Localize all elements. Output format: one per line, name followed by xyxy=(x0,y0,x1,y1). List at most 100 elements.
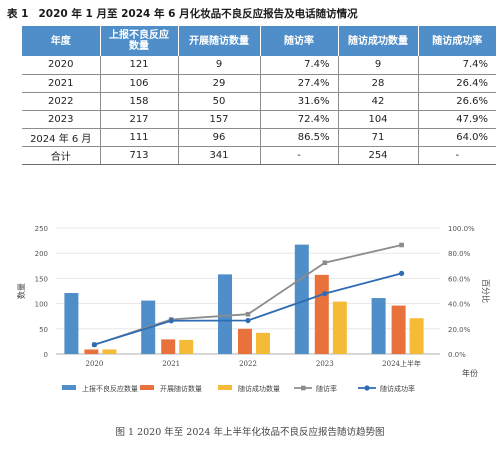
table-title: 表 1 2020 年 1 月至 2024 年 6 月化妆品不良反应报告及电话随访情… xyxy=(7,6,358,21)
table-row: 2022 158 50 31.6% 42 26.6% xyxy=(22,92,496,111)
bar-success xyxy=(256,332,270,354)
table-header-row: 年度 上报不良反应 数量 开展随访数量 随访率 随访成功数量 随访成功率 xyxy=(22,26,496,56)
cell-followups: 29 xyxy=(178,74,261,93)
bar-success xyxy=(332,301,347,354)
cell-year: 2023 xyxy=(22,110,101,129)
bar-followups xyxy=(161,339,176,354)
cell-year: 2020 xyxy=(22,56,101,75)
x-tick-label: 2024上半年 xyxy=(382,359,421,368)
cell-followups: 341 xyxy=(178,146,261,165)
cell-followups: 96 xyxy=(178,128,261,147)
cell-success-rate: 7.4% xyxy=(418,56,496,75)
cell-year: 2024 年 6 月 xyxy=(22,128,101,147)
x-tick-label: 2020 xyxy=(85,360,103,368)
table-row: 2020 121 9 7.4% 9 7.4% xyxy=(22,56,496,75)
cell-success: 71 xyxy=(338,128,419,147)
cell-success-rate: 26.6% xyxy=(418,92,496,111)
cell-year: 2022 xyxy=(22,92,101,111)
cell-success: 104 xyxy=(338,110,419,129)
report-table: 年度 上报不良反应 数量 开展随访数量 随访率 随访成功数量 随访成功率 2020… xyxy=(22,26,496,165)
cell-followup-rate: 7.4% xyxy=(260,56,339,75)
legend-swatch xyxy=(140,385,154,390)
y2-tick-label: 0.0% xyxy=(448,351,466,359)
point-success-rate xyxy=(245,317,251,324)
legend-label: 随访率 xyxy=(316,384,337,393)
cell-reports: 158 xyxy=(100,92,179,111)
y2-axis-title: 百分比 xyxy=(481,279,491,303)
legend-swatch xyxy=(218,385,232,390)
cell-followups: 9 xyxy=(178,56,261,75)
y2-tick-label: 100.0% xyxy=(448,225,475,233)
x-tick-label: 2023 xyxy=(316,360,334,368)
cell-success-rate: 64.0% xyxy=(418,128,496,147)
cell-success-rate: 47.9% xyxy=(418,110,496,129)
y-tick-label: 150 xyxy=(35,275,48,283)
y-tick-label: 200 xyxy=(35,250,48,258)
cell-success: 254 xyxy=(338,146,419,165)
y-tick-label: 250 xyxy=(35,225,48,233)
cell-success-rate: - xyxy=(418,146,496,165)
y-tick-label: 50 xyxy=(39,326,48,334)
cell-followup-rate: 72.4% xyxy=(260,110,339,129)
legend-marker xyxy=(301,385,306,391)
table-row: 2024 年 6 月 111 96 86.5% 71 64.0% xyxy=(22,128,496,147)
legend-label: 随访成功数量 xyxy=(238,384,280,393)
legend-label: 开展随访数量 xyxy=(160,384,202,393)
y2-tick-label: 60.0% xyxy=(448,275,471,283)
cell-reports: 713 xyxy=(100,146,179,165)
bar-reports xyxy=(294,244,309,354)
point-success-rate xyxy=(91,342,97,348)
legend-label: 上报不良反应数量 xyxy=(82,384,138,393)
y-tick-label: 0 xyxy=(44,351,48,359)
header-success-rate: 随访成功率 xyxy=(418,26,496,56)
table-total-row: 合计 713 341 - 254 - xyxy=(22,146,496,165)
y-tick-label: 100 xyxy=(35,301,48,309)
point-success-rate xyxy=(168,318,174,324)
cell-reports: 121 xyxy=(100,56,179,75)
header-reports: 上报不良反应 数量 xyxy=(100,26,179,56)
x-tick-label: 2022 xyxy=(239,360,257,368)
table-title-text: 2020 年 1 月至 2024 年 6 月化妆品不良反应报告及电话随访情况 xyxy=(38,8,358,20)
cell-success: 28 xyxy=(338,74,419,93)
point-followup-rate xyxy=(399,242,404,248)
figure-caption: 图 1 2020 年至 2024 年上半年化妆品不良反应报告随访趋势图 xyxy=(115,427,385,438)
header-followup-rate: 随访率 xyxy=(260,26,339,56)
cell-success: 42 xyxy=(338,92,419,111)
point-success-rate xyxy=(399,270,405,276)
y2-tick-label: 20.0% xyxy=(448,326,471,334)
point-followup-rate xyxy=(322,260,328,266)
legend-swatch xyxy=(62,385,76,390)
bar-success xyxy=(409,318,424,354)
bar-success xyxy=(179,339,194,354)
bar-reports xyxy=(371,298,386,354)
bar-followups xyxy=(238,328,252,354)
cell-followup-rate: 31.6% xyxy=(260,92,339,111)
bar-followups xyxy=(314,274,329,354)
followup-trend-chart: 0 50 100 150 200 250 0.0% 20.0% 40.0% 60.0% 80.0% 1… xyxy=(16,225,491,393)
y2-tick-label: 40.0% xyxy=(448,301,471,309)
cell-followup-rate: - xyxy=(260,146,339,165)
x-axis-title: 年份 xyxy=(462,368,478,378)
bar-followups xyxy=(84,349,99,354)
bar-success xyxy=(102,349,117,354)
y2-tick-label: 80.0% xyxy=(448,250,471,258)
header-year: 年度 xyxy=(22,26,101,56)
header-followups: 开展随访数量 xyxy=(178,26,261,56)
y-axis-title: 数量 xyxy=(16,283,26,299)
cell-followups: 50 xyxy=(178,92,261,111)
cell-reports: 217 xyxy=(100,110,179,129)
legend-label: 随访成功率 xyxy=(380,384,415,393)
point-success-rate xyxy=(322,291,328,297)
table-row: 2021 106 29 27.4% 28 26.4% xyxy=(22,74,496,93)
table-label: 表 1 xyxy=(7,8,29,20)
cell-followup-rate: 27.4% xyxy=(260,74,339,93)
bar-reports xyxy=(64,293,79,354)
bar-reports xyxy=(218,274,232,354)
cell-success-rate: 26.4% xyxy=(418,74,496,93)
cell-reports: 111 xyxy=(100,128,179,147)
table-row: 2023 217 157 72.4% 104 47.9% xyxy=(22,110,496,129)
point-followup-rate xyxy=(245,311,251,317)
header-success: 随访成功数量 xyxy=(338,26,419,56)
x-tick-label: 2021 xyxy=(162,360,180,368)
cell-reports: 106 xyxy=(100,74,179,93)
